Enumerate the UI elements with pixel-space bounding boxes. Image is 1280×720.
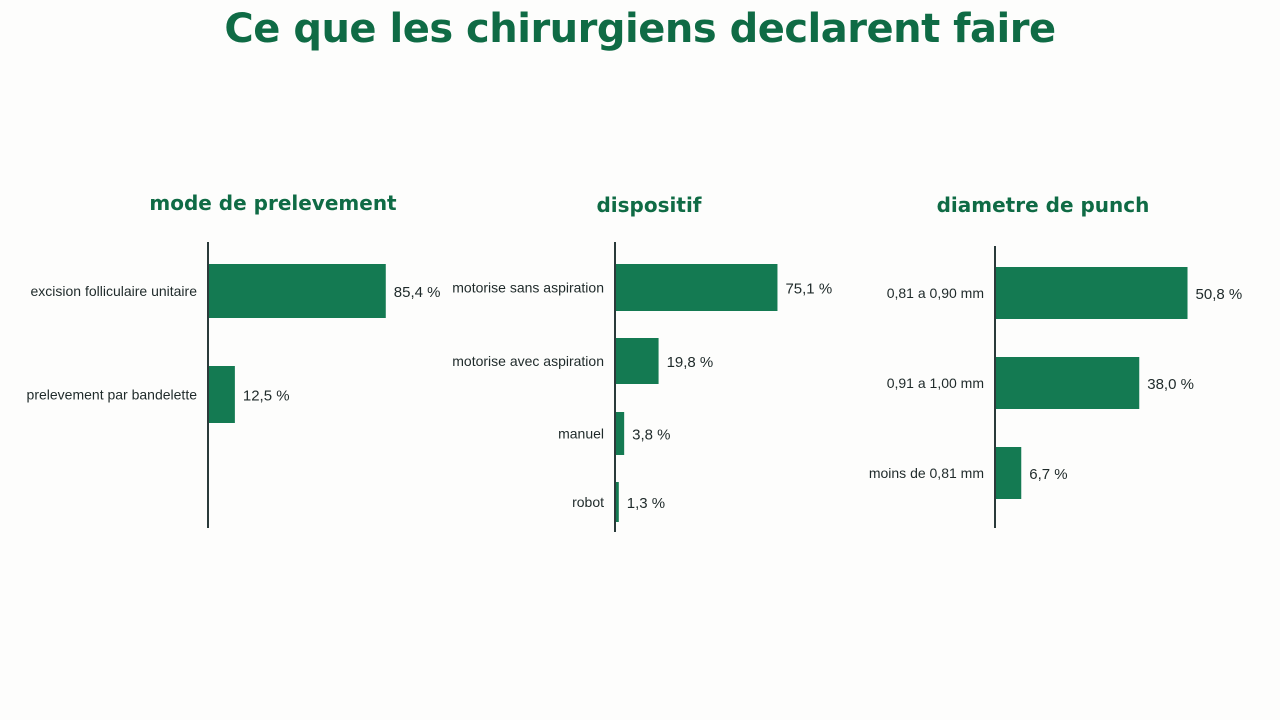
category-label: 0,81 a 0,90 mm [887,285,984,301]
chart-panel-3: diametre de punch 0,81 a 0,90 mm 50,8 % 0,9… [869,193,1242,528]
bar [996,357,1140,409]
bar [996,447,1022,499]
category-label: motorise avec aspiration [452,353,604,369]
bar [209,264,386,318]
category-label: prelevement par bandelette [27,387,198,403]
bar [616,412,625,455]
category-label: manuel [558,426,604,442]
data-label: 1,3 % [627,495,665,512]
chart-panel-1: mode de prelevement excision folliculaire… [27,191,441,528]
bar [616,264,778,311]
data-label: 75,1 % [785,281,832,298]
bar [616,482,619,522]
bar [996,267,1188,319]
chart-panel-2: dispositif motorise sans aspiration 75,1 %… [452,193,832,532]
category-label: motorise sans aspiration [452,280,604,296]
data-label: 38,0 % [1147,376,1194,393]
data-label: 19,8 % [667,354,714,371]
category-label: excision folliculaire unitaire [30,283,197,299]
category-label: robot [572,494,604,510]
data-label: 50,8 % [1196,286,1243,303]
data-label: 6,7 % [1029,466,1067,483]
chart-title: mode de prelevement [149,191,397,215]
page-title: Ce que les chirurgiens declarent faire [224,6,1056,52]
category-label: moins de 0,81 mm [869,465,984,481]
data-label: 85,4 % [394,284,441,301]
bar [209,366,235,423]
data-label: 3,8 % [632,427,670,444]
data-label: 12,5 % [243,388,290,405]
category-label: 0,91 a 1,00 mm [887,375,984,391]
bar [616,338,659,384]
chart-title: diametre de punch [937,193,1150,217]
chart-title: dispositif [596,193,701,217]
